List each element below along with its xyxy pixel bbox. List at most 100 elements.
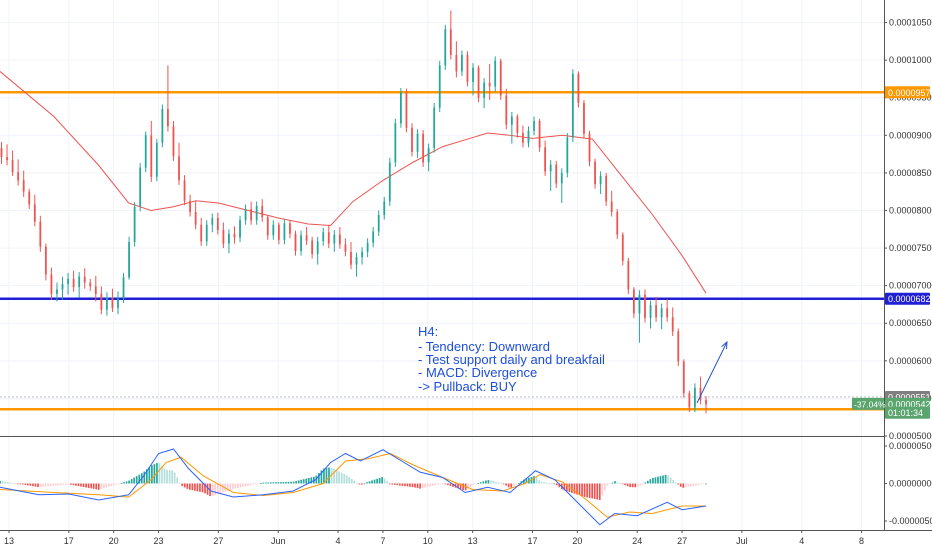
macd-histogram-bar <box>639 483 642 486</box>
candle-body <box>694 387 696 408</box>
macd-histogram-bar <box>373 479 376 484</box>
macd-histogram-bar <box>393 483 396 485</box>
macd-histogram-bar <box>659 476 662 484</box>
candle-body <box>105 297 108 310</box>
candle-body <box>167 109 169 127</box>
candle <box>671 307 674 337</box>
macd-histogram-bar <box>163 468 166 484</box>
macd-histogram-bar <box>361 483 363 485</box>
candle-body <box>588 133 591 162</box>
macd-histogram-bar <box>492 481 495 484</box>
candle <box>233 226 236 244</box>
macd-histogram-bar <box>485 480 487 484</box>
macd-histogram-bar <box>378 477 381 484</box>
macd-histogram-bar <box>381 477 384 484</box>
candle <box>122 272 125 303</box>
candle-body <box>466 54 469 82</box>
time-tick-label: 4 <box>799 536 804 546</box>
macd-histogram-bar <box>416 483 419 489</box>
candle-body <box>627 260 630 290</box>
candle <box>294 230 297 256</box>
macd-histogram-bar <box>391 483 394 485</box>
time-tick-label: 7 <box>380 536 385 546</box>
candle <box>338 227 341 249</box>
candle-body <box>6 157 8 161</box>
macd-histogram-bar <box>550 483 553 485</box>
macd-histogram-bar <box>695 483 697 486</box>
macd-histogram-bar <box>497 482 500 484</box>
candle <box>167 65 169 132</box>
candle <box>616 208 619 240</box>
candle <box>355 252 358 277</box>
level-tag-text: 0.00006826 <box>888 294 932 304</box>
candle-body <box>394 123 397 163</box>
candle <box>211 213 214 233</box>
macd-histogram-bar <box>310 477 313 484</box>
candle-body <box>211 218 214 225</box>
moving-average <box>0 71 707 294</box>
candle-body <box>172 126 175 157</box>
macd-histogram-bar <box>290 481 292 484</box>
macd-histogram-bar <box>439 483 442 485</box>
macd-histogram-bar <box>292 481 295 484</box>
price-tags: 0.000095720.000068260.000053560.00005519… <box>852 86 932 419</box>
candle <box>388 157 391 206</box>
macd-histogram-bar <box>667 475 669 484</box>
candle <box>250 201 253 225</box>
macd-histogram-bar <box>305 478 308 484</box>
macd-histogram-bar <box>705 483 707 485</box>
macd-histogram-bar <box>297 480 300 484</box>
candle-body <box>605 175 608 202</box>
candle <box>682 359 685 398</box>
macd-histogram-bar <box>4 481 6 484</box>
macd-histogram-bar <box>1 481 4 484</box>
macd-histogram-bar <box>657 476 659 484</box>
candle <box>61 276 64 300</box>
candle-body <box>655 305 657 318</box>
candle <box>261 199 264 222</box>
macd-histogram-bar <box>700 483 702 485</box>
candle <box>244 204 247 225</box>
macd-histogram-bar <box>449 483 452 486</box>
candle <box>117 291 119 315</box>
annotation-line-4: - MACD: Divergence <box>418 365 537 380</box>
time-tick-label: 20 <box>572 536 582 546</box>
candle <box>483 78 486 109</box>
macd-histogram-bar <box>153 464 156 484</box>
macd-histogram-bar <box>517 482 520 484</box>
macd-histogram-bar <box>34 483 37 487</box>
macd-histogram-bar <box>652 477 654 484</box>
macd-histogram-bar <box>571 483 573 493</box>
macd-histogram-bar <box>411 483 414 488</box>
macd-histogram-bar <box>495 481 497 484</box>
candle-body <box>266 217 269 236</box>
candle-body <box>438 65 441 108</box>
macd-histogram-bar <box>118 483 120 485</box>
macd-histogram-bar <box>512 483 515 487</box>
macd-histogram-bar <box>191 483 194 491</box>
macd-histogram-bar <box>29 483 32 486</box>
candle <box>544 140 547 176</box>
candle <box>632 287 635 318</box>
macd-histogram-bar <box>442 483 444 485</box>
level-tag: 0.00006826 <box>885 292 932 305</box>
macd-histogram-bar <box>619 483 621 484</box>
candle <box>178 142 180 185</box>
price-tick-label: 0.00010000 <box>889 55 932 65</box>
macd-histogram-bar <box>125 481 128 484</box>
macd-histogram-bar <box>525 478 528 484</box>
macd-histogram-bar <box>548 482 551 484</box>
macd-histogram-bar <box>679 483 682 487</box>
candle-body <box>644 294 646 318</box>
price-tick-label: 0.00007000 <box>889 281 932 291</box>
candle-body <box>566 137 569 173</box>
candle-body <box>100 293 103 310</box>
macd-histogram-bar <box>123 482 125 484</box>
price-tick-label: 0.00008500 <box>889 168 932 178</box>
macd-histogram-bar <box>176 477 179 484</box>
macd-histogram-bar <box>80 483 82 487</box>
candle-body <box>405 92 408 128</box>
macd-histogram-bar <box>609 483 611 485</box>
horizontal-levels <box>0 91 884 411</box>
